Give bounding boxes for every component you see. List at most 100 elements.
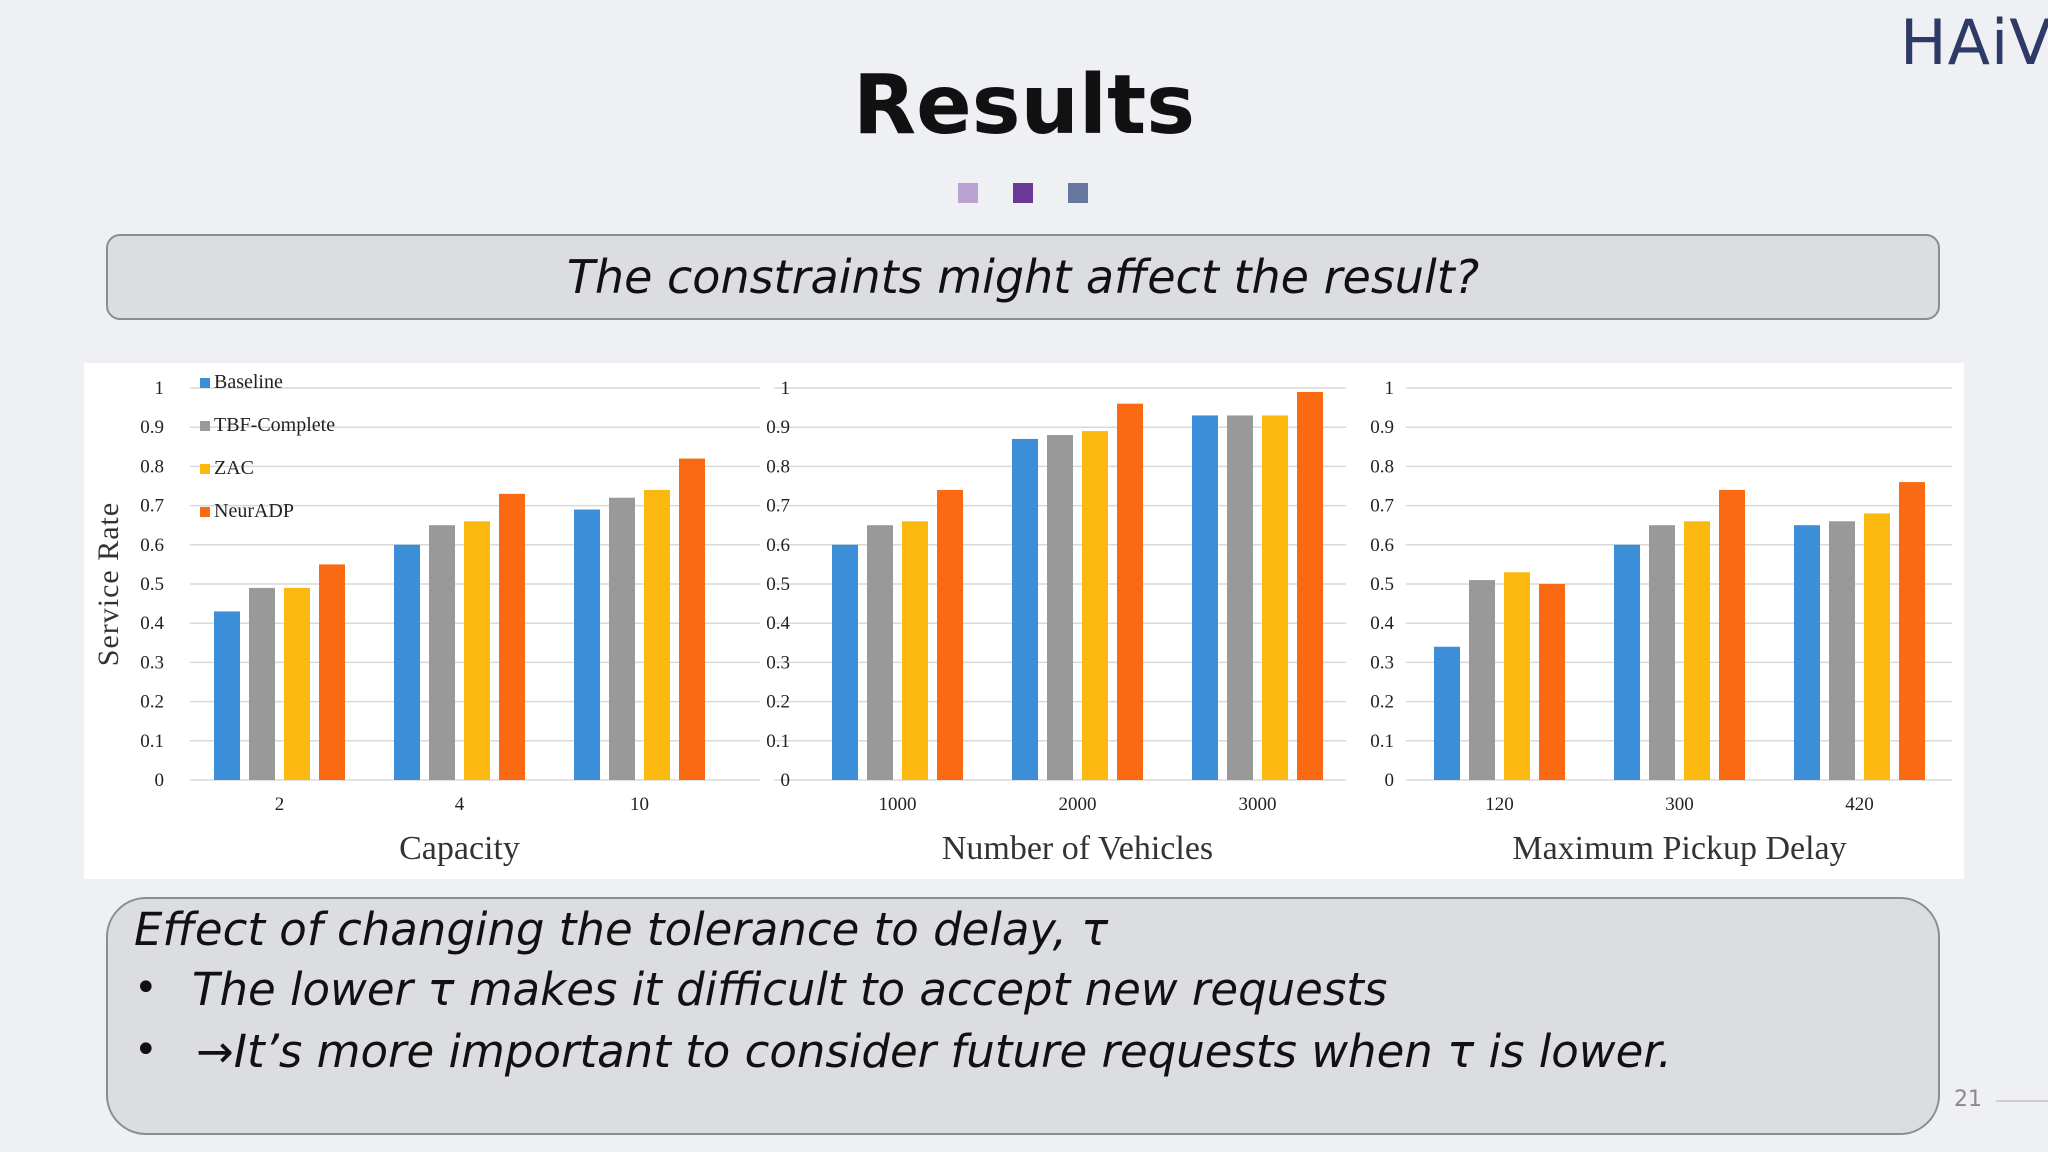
bar — [1649, 525, 1675, 780]
y-tick-label: 0.9 — [766, 417, 790, 438]
y-tick-label: 0.3 — [766, 652, 790, 673]
x-tick-label: 420 — [1845, 794, 1874, 815]
bar — [574, 509, 600, 780]
bar — [1469, 580, 1495, 780]
bar — [644, 489, 670, 780]
y-tick-label: 0.6 — [1370, 535, 1394, 556]
y-tick-label: 0.6 — [766, 535, 790, 556]
bullet-2: • — [134, 1027, 158, 1073]
haiv-logo: HAiV — [1900, 6, 2048, 79]
bar — [1297, 391, 1323, 780]
x-tick-label: 120 — [1485, 794, 1514, 815]
y-tick-label: 0.6 — [140, 535, 164, 556]
y-tick-label: 0 — [1385, 770, 1395, 791]
bar — [937, 489, 963, 780]
y-tick-label: 1 — [781, 378, 791, 399]
y-tick-label: 0.7 — [1370, 496, 1394, 517]
y-tick-label: 0.8 — [140, 456, 164, 477]
bar — [832, 544, 858, 780]
bar — [429, 525, 455, 780]
bar — [1829, 521, 1855, 780]
y-tick-label: 0.9 — [140, 417, 164, 438]
y-tick-label: 0.7 — [140, 496, 164, 517]
dot-light — [958, 183, 978, 203]
effect-box: Effect of changing the tolerance to dela… — [106, 897, 1940, 1135]
bar-charts: 00.10.20.30.40.50.60.70.80.912 4 10Capacit… — [92, 371, 1952, 867]
legend-swatch — [200, 507, 210, 517]
y-tick-label: 0.9 — [1370, 417, 1394, 438]
legend-label: NeurADP — [214, 500, 294, 522]
page-line — [1996, 1100, 2048, 1102]
y-tick-label: 0.4 — [1370, 613, 1394, 634]
bar — [1684, 521, 1710, 780]
bar — [249, 587, 275, 780]
y-tick-label: 0.2 — [140, 692, 164, 713]
x-tick-label: 300 — [1665, 794, 1694, 815]
effect-point-1: The lower τ makes it difficult to accept… — [192, 963, 1388, 1016]
bar — [1082, 431, 1108, 780]
x-axis-label: Capacity — [399, 830, 520, 867]
x-tick-label: 2000 — [1059, 794, 1097, 815]
bar — [1262, 415, 1288, 780]
x-tick-label: 4 — [455, 794, 465, 815]
y-tick-label: 0.2 — [766, 692, 790, 713]
y-tick-label: 0.2 — [1370, 692, 1394, 713]
x-tick-label: 3000 — [1239, 794, 1277, 815]
y-tick-label: 0.4 — [766, 613, 790, 634]
bar — [1899, 482, 1925, 780]
legend-swatch — [200, 421, 210, 431]
question-box: The constraints might affect the result? — [106, 234, 1940, 320]
y-tick-label: 0.8 — [766, 456, 790, 477]
bullet-1: • — [134, 965, 158, 1011]
question-text: The constraints might affect the result? — [566, 250, 1480, 304]
effect-point-2: →It’s more important to consider future … — [196, 1025, 1672, 1078]
y-tick-label: 1 — [1385, 378, 1395, 399]
legend-swatch — [200, 378, 210, 388]
bar — [284, 587, 310, 780]
x-tick-label: 10 — [630, 794, 649, 815]
y-tick-label: 0.3 — [140, 652, 164, 673]
y-tick-label: 0.1 — [140, 731, 164, 752]
y-tick-label: 0.5 — [140, 574, 164, 595]
bar — [214, 611, 240, 780]
bar — [1227, 415, 1253, 780]
x-tick-label: 2 — [275, 794, 285, 815]
bar — [679, 458, 705, 780]
x-tick-label: 1000 — [879, 794, 917, 815]
legend-label: Baseline — [214, 371, 283, 393]
chart-panel: 0 0.1 0.2 0.3 0.4 0.5 0.6 0.7 0.8 0.9 1 2 4 10 Capacit… — [84, 363, 1964, 879]
y-tick-label: 0.5 — [1370, 574, 1394, 595]
y-tick-label: 1 — [155, 378, 165, 399]
decorative-dots — [958, 183, 1090, 205]
x-axis-label: Maximum Pickup Delay — [1512, 830, 1846, 867]
bar — [902, 521, 928, 780]
bar — [1047, 435, 1073, 780]
y-tick-label: 0.4 — [140, 613, 164, 634]
y-tick-label: 0.5 — [766, 574, 790, 595]
legend-label: ZAC — [214, 457, 254, 479]
y-tick-label: 0.7 — [766, 496, 790, 517]
bar — [394, 544, 420, 780]
y-tick-label: 0.1 — [1370, 731, 1394, 752]
dot-blue — [1068, 183, 1088, 203]
page-title: Results — [852, 58, 1196, 153]
dot-dark — [1013, 183, 1033, 203]
bar — [464, 521, 490, 780]
bar — [1539, 584, 1565, 780]
y-tick-label: 0 — [155, 770, 165, 791]
bar — [319, 564, 345, 780]
bar — [1614, 544, 1640, 780]
bar — [609, 497, 635, 780]
legend-swatch — [200, 464, 210, 474]
bar — [499, 493, 525, 780]
bar — [1504, 572, 1530, 780]
legend-label: TBF-Complete — [214, 414, 335, 436]
x-axis-label: Number of Vehicles — [942, 830, 1213, 867]
y-tick-label: 0.3 — [1370, 652, 1394, 673]
bar — [1012, 438, 1038, 780]
page-number: 21 — [1954, 1087, 1982, 1112]
effect-heading: Effect of changing the tolerance to dela… — [134, 903, 1109, 956]
bar — [1117, 403, 1143, 780]
bar — [1192, 415, 1218, 780]
bar — [1719, 489, 1745, 780]
